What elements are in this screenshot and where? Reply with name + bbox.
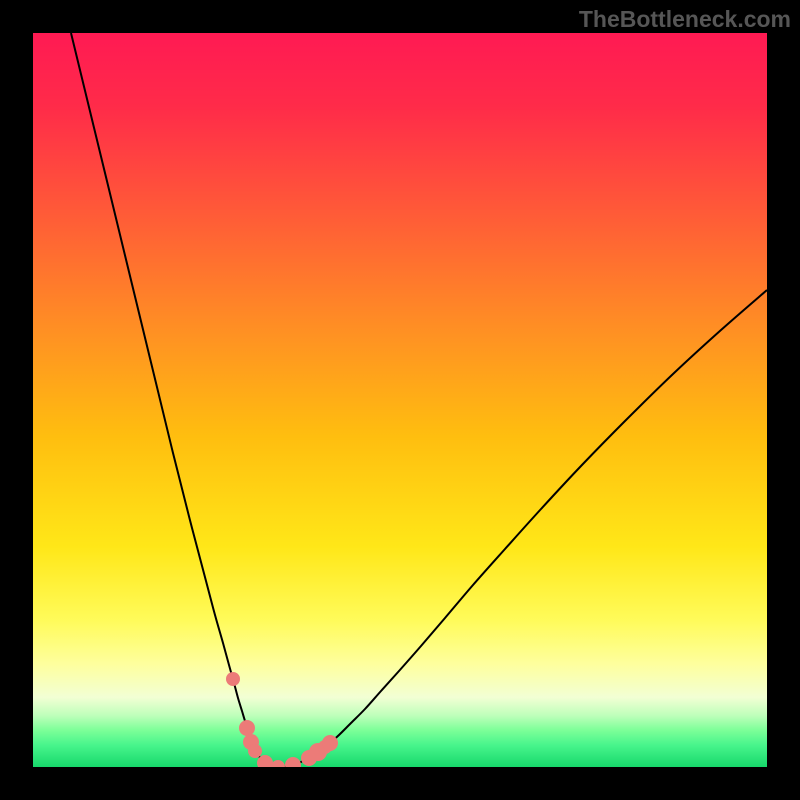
plot-svg — [33, 33, 767, 767]
watermark-text: TheBottleneck.com — [579, 6, 791, 33]
chart-container: TheBottleneck.com — [0, 0, 800, 800]
data-marker — [322, 735, 338, 751]
data-marker — [248, 744, 262, 758]
gradient-background — [33, 33, 767, 767]
plot-area — [33, 33, 767, 767]
data-marker — [239, 720, 255, 736]
data-marker — [226, 672, 240, 686]
